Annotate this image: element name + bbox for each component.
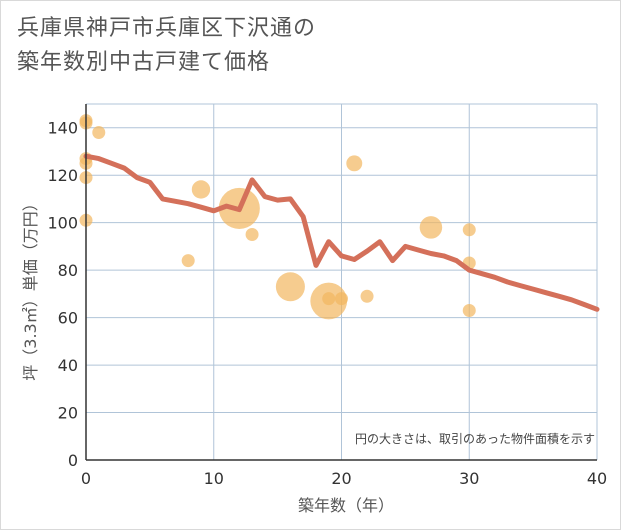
x-tick-label: 0 [81, 469, 91, 488]
scatter-point [419, 216, 443, 239]
scatter-point [462, 223, 476, 237]
scatter-point [335, 292, 348, 306]
scatter-point [346, 155, 363, 172]
bubbles [79, 114, 476, 320]
y-tick-label: 140 [47, 119, 78, 138]
trend-line-group [83, 153, 600, 312]
scatter-point [275, 272, 305, 302]
x-tick-label: 30 [459, 469, 479, 488]
y-tick-label: 20 [58, 404, 78, 423]
scatter-point [92, 125, 106, 139]
scatter-point [322, 292, 336, 306]
grid [86, 103, 598, 460]
chart-title: 兵庫県神戸市兵庫区下沢通の 築年数別中古戸建て価格 [17, 12, 316, 80]
scatter-point [181, 254, 195, 268]
y-tick-label: 80 [58, 261, 78, 280]
y-tick-label: 0 [68, 451, 78, 470]
scatter-point [462, 303, 476, 317]
y-tick-label: 120 [47, 166, 78, 185]
y-tick-label: 100 [47, 214, 78, 233]
trend-line [83, 153, 600, 312]
title-line-2: 築年数別中古戸建て価格 [17, 50, 271, 75]
y-axis-label: 坪（3.3㎡）単価（万円） [21, 195, 40, 380]
scatter-point [360, 289, 374, 303]
x-axis-label: 築年数（年） [298, 496, 394, 515]
y-tick-label: 40 [58, 356, 78, 375]
x-tick-label: 10 [204, 469, 224, 488]
axes: 0 20 40 60 80 100 120 140 0 10 20 30 40 [47, 104, 607, 488]
x-tick-label: 20 [331, 469, 351, 488]
y-tick-label: 60 [58, 309, 78, 328]
title-line-1: 兵庫県神戸市兵庫区下沢通の [17, 16, 317, 41]
x-tick-label: 40 [587, 469, 607, 488]
scatter-point [245, 228, 259, 242]
size-note: 円の大きさは、取引のあった物件面積を示す [355, 431, 595, 446]
scatter-point [191, 180, 211, 199]
